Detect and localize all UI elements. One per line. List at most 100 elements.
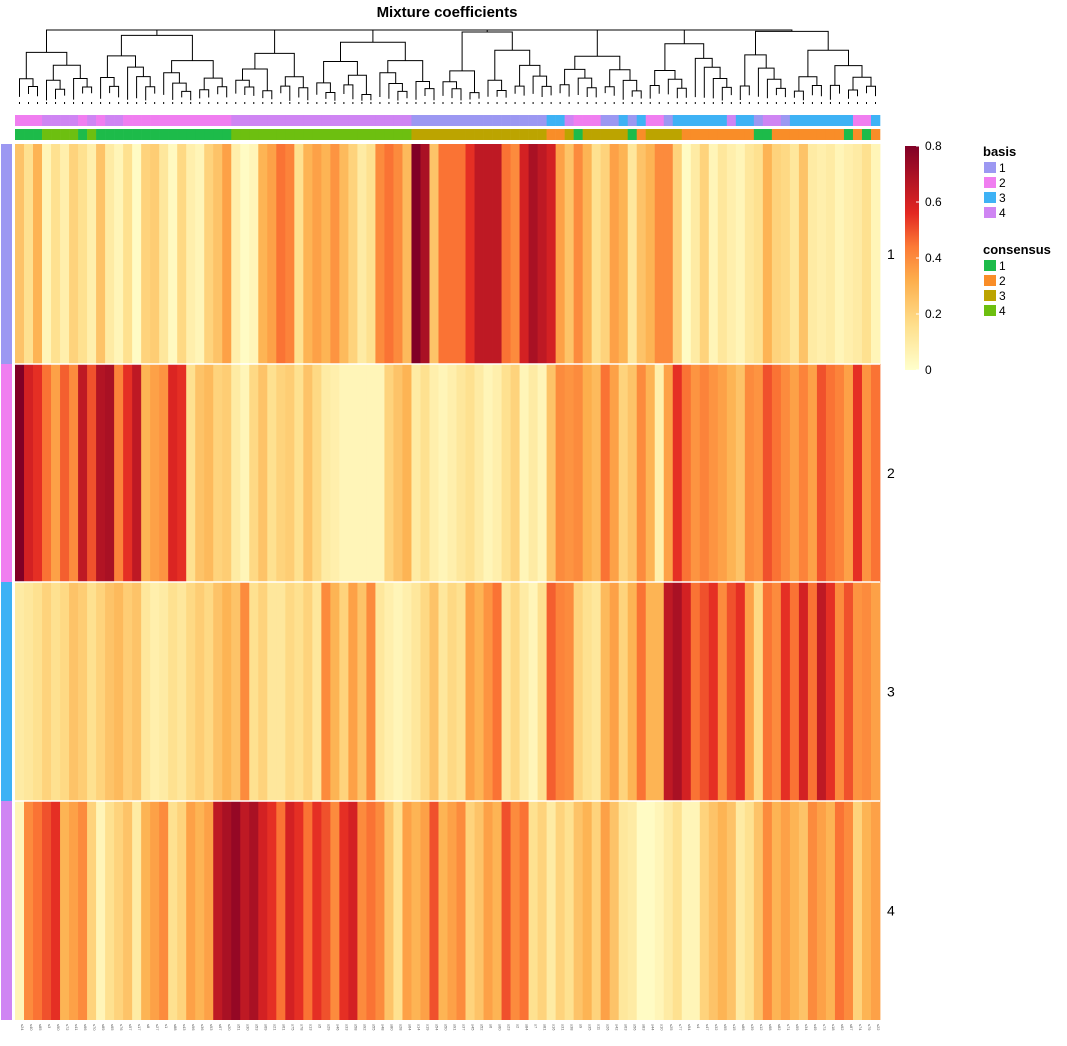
dendrogram-branch <box>852 76 872 90</box>
heatmap-cell <box>258 364 268 582</box>
dendrogram-branch <box>559 84 570 97</box>
basis-annotation-cell <box>600 115 610 126</box>
consensus-annotation-cell <box>150 129 160 140</box>
dendrogram-branch <box>387 60 424 82</box>
heatmap-cell <box>834 144 845 364</box>
basis-annotation-cell <box>771 115 782 126</box>
column-label: s57 <box>128 1024 133 1031</box>
basis-annotation-cell <box>807 115 818 126</box>
heatmap-cell <box>555 364 566 582</box>
heatmap-cell <box>681 582 692 801</box>
heatmap-cell <box>492 801 502 1020</box>
heatmap-cell <box>294 801 304 1020</box>
heatmap-cell <box>438 801 448 1020</box>
heatmap-cell <box>186 364 196 582</box>
basis-annotation-cell <box>753 115 764 126</box>
heatmap-cell <box>483 801 493 1020</box>
heatmap-cell <box>69 801 79 1020</box>
basis-annotation-cell <box>411 115 421 126</box>
consensus-annotation-cell <box>114 129 124 140</box>
heatmap-cell <box>213 144 223 364</box>
column-label: s15 <box>732 1024 737 1031</box>
dendrogram-branch <box>217 86 228 98</box>
column-label: s42 <box>615 1024 620 1031</box>
dendrogram-branch <box>532 75 548 94</box>
basis-annotation-cell <box>366 115 376 126</box>
heatmap-cell <box>690 801 701 1020</box>
basis-annotation-cell <box>789 115 800 126</box>
heatmap-cell <box>294 364 304 582</box>
column-label: s64 <box>407 1024 412 1031</box>
heatmap-cell <box>735 144 746 364</box>
column-label: s3 <box>47 1024 52 1029</box>
heatmap-cell <box>114 582 124 801</box>
heatmap-cell <box>816 801 827 1020</box>
heatmap-cell <box>276 582 286 801</box>
heatmap-cell <box>24 582 34 801</box>
heatmap-cell <box>618 364 629 582</box>
heatmap-cell <box>528 144 538 364</box>
column-label: s40 <box>29 1024 34 1031</box>
column-label: s83 <box>642 1024 647 1031</box>
consensus-annotation-cell <box>186 129 196 140</box>
dendrogram-branch <box>397 90 408 101</box>
heatmap-cell <box>222 364 232 582</box>
dendrogram-branch <box>654 70 676 86</box>
column-label: s23 <box>507 1024 512 1031</box>
heatmap-cell <box>114 144 124 364</box>
column-label: s27 <box>155 1024 160 1031</box>
basis-annotation-cell <box>276 115 286 126</box>
dendrogram-branch <box>676 87 687 99</box>
basis-annotation-cell <box>195 115 205 126</box>
heatmap-cell <box>537 801 548 1020</box>
heatmap-cell <box>177 801 187 1020</box>
row-basis-annotation-cell <box>1 364 12 582</box>
heatmap-cell <box>87 582 97 801</box>
heatmap-cell <box>384 364 394 582</box>
heatmap-cell <box>438 582 448 801</box>
dendrogram-branch <box>379 72 397 97</box>
heatmap-cell <box>807 801 818 1020</box>
heatmap-cell <box>402 801 412 1020</box>
basis-annotation-cell <box>834 115 845 126</box>
heatmap-cell <box>420 582 430 801</box>
column-label: s32 <box>714 1024 719 1031</box>
consensus-annotation-cell <box>474 129 484 140</box>
heatmap-cell <box>330 364 340 582</box>
heatmap-cell <box>798 144 809 364</box>
heatmap-cell <box>51 364 61 582</box>
basis-annotation-cell <box>591 115 601 126</box>
column-label: s67 <box>218 1024 223 1031</box>
column-label: s92 <box>362 1024 367 1031</box>
heatmap-cell <box>321 144 331 364</box>
heatmap-cell <box>357 144 367 364</box>
consensus-annotation-cell <box>618 129 629 140</box>
basis-annotation-cell <box>618 115 629 126</box>
column-label: s77 <box>678 1024 683 1031</box>
heatmap-cell <box>366 144 376 364</box>
dendrogram-branch <box>73 78 88 100</box>
legend-item-label: 1 <box>999 161 1006 175</box>
heatmap-cell <box>861 582 872 801</box>
consensus-annotation-cell <box>708 129 719 140</box>
heatmap-cell <box>582 582 593 801</box>
consensus-annotation-cell <box>762 129 773 140</box>
column-label: s58 <box>353 1024 358 1031</box>
basis-annotation-cell <box>15 115 25 126</box>
heatmap-cell <box>798 582 809 801</box>
consensus-annotation-cell <box>69 129 79 140</box>
consensus-annotation-cell <box>249 129 259 140</box>
heatmap-cell <box>663 364 674 582</box>
heatmap-cell <box>645 801 656 1020</box>
consensus-annotation-cell <box>420 129 430 140</box>
dendrogram-branch <box>451 88 462 101</box>
consensus-annotation-cell <box>816 129 827 140</box>
consensus-annotation-cell <box>339 129 349 140</box>
consensus-annotation-cell <box>123 129 133 140</box>
heatmap-cell <box>447 144 457 364</box>
heatmap-cell <box>789 364 800 582</box>
column-label: s13 <box>308 1024 313 1031</box>
column-label: s28 <box>398 1024 403 1031</box>
consensus-annotation-cell <box>492 129 502 140</box>
dendrogram-branch <box>280 85 291 101</box>
